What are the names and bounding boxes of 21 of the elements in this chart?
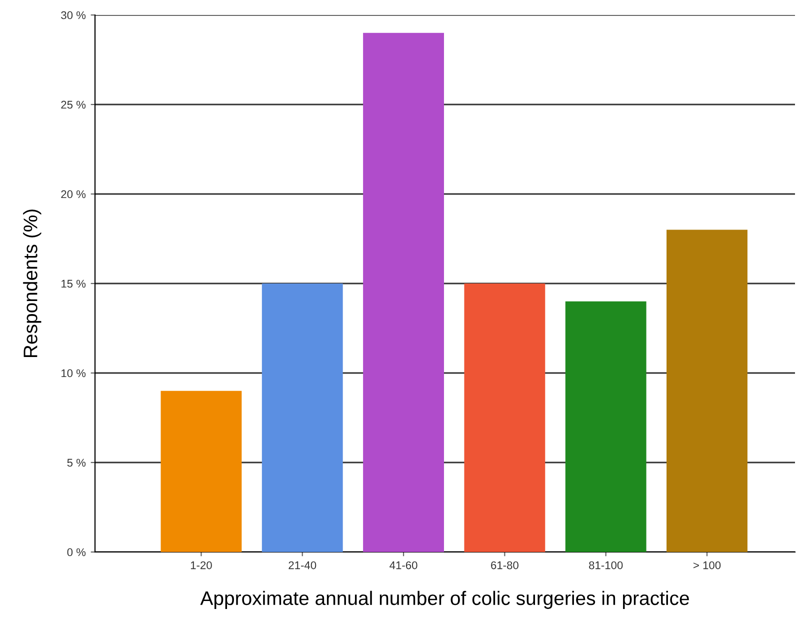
bar — [565, 301, 646, 552]
y-axis-title: Respondents (%) — [23, 210, 42, 358]
x-tick-label: 21-40 — [288, 561, 316, 570]
x-tick-label: 61-80 — [491, 561, 518, 570]
y-tick-label: 5 % — [67, 458, 86, 467]
bar — [464, 284, 546, 552]
y-tick-label: 20 % — [61, 190, 86, 198]
y-tick-label: 15 % — [61, 280, 86, 288]
x-tick-label: > 100 — [693, 561, 721, 570]
x-tick-label: 81-100 — [589, 561, 623, 570]
x-tick-label: 41-60 — [390, 561, 418, 570]
y-tick-label: 0 % — [67, 548, 86, 556]
x-tick-label: 1-20 — [190, 561, 212, 570]
bar — [666, 230, 748, 552]
bar — [160, 390, 242, 552]
x-axis-title: Approximate annual number of colic surgeries in practice — [200, 590, 689, 609]
y-tick-label: 25 % — [61, 100, 86, 109]
bar — [262, 284, 343, 552]
y-tick-label: 30 % — [61, 11, 86, 20]
y-tick-label: 10 % — [61, 369, 86, 378]
bar — [363, 32, 444, 552]
